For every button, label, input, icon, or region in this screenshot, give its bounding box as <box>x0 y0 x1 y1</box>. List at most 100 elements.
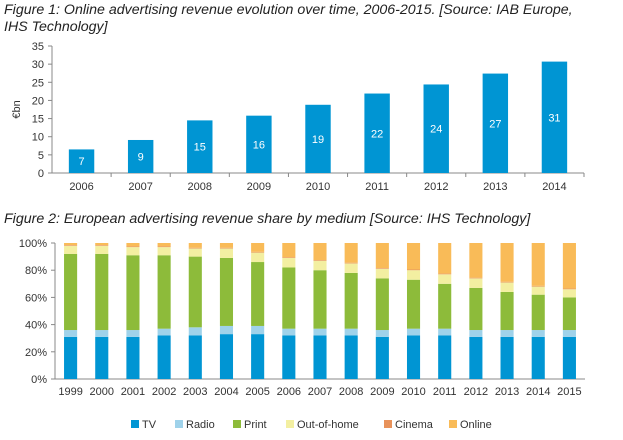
segment-out-of-home-2015 <box>562 289 576 298</box>
segment-cinema-2011 <box>438 273 452 275</box>
segment-tv-2001 <box>126 336 140 379</box>
legend-swatch-online <box>449 420 457 428</box>
segment-radio-2012 <box>469 330 483 337</box>
data-label-2007: 9 <box>138 151 144 163</box>
segment-cinema-2013 <box>500 281 514 283</box>
segment-cinema-2000 <box>95 245 109 246</box>
y-tick-label: 25 <box>32 77 44 89</box>
segment-print-2014 <box>531 294 545 331</box>
segment-cinema-2007 <box>313 260 327 261</box>
legend-label-print: Print <box>244 419 267 431</box>
bar-2010 <box>305 104 331 173</box>
y-tick-label: 40% <box>25 320 47 332</box>
segment-out-of-home-2014 <box>531 286 545 295</box>
bar-2014 <box>541 61 568 173</box>
x-tick-label-1999: 1999 <box>58 386 82 398</box>
segment-print-2011 <box>438 283 452 329</box>
y-tick-label: 0 <box>38 168 44 180</box>
segment-cinema-2003 <box>188 247 202 249</box>
bar-2013 <box>482 73 509 173</box>
y-tick-label: 20 <box>32 95 44 107</box>
y-tick-label: 30 <box>32 59 44 71</box>
segment-cinema-1999 <box>64 245 78 246</box>
x-tick-label-2007: 2007 <box>128 181 152 193</box>
segment-radio-2006 <box>282 328 296 336</box>
segment-radio-2011 <box>438 328 452 336</box>
segment-radio-2010 <box>406 328 421 336</box>
x-tick-label-2011: 2011 <box>365 181 389 193</box>
bar-2006 <box>68 149 95 173</box>
segment-cinema-2002 <box>157 246 171 248</box>
segment-online-2002 <box>157 243 171 247</box>
segment-print-2015 <box>562 297 576 331</box>
y-tick-label: 5 <box>38 150 44 162</box>
bar-2008 <box>187 120 213 173</box>
figure2-title: Figure 2: European advertising revenue s… <box>4 211 531 227</box>
bar-2012 <box>423 84 449 173</box>
segment-tv-2000 <box>95 336 109 379</box>
x-tick-label-2013: 2013 <box>483 181 507 193</box>
segment-tv-2011 <box>438 335 452 379</box>
segment-print-2010 <box>406 279 421 329</box>
segment-online-2013 <box>500 243 514 282</box>
data-label-2013: 27 <box>489 118 501 130</box>
segment-out-of-home-2002 <box>157 247 171 256</box>
segment-print-2003 <box>188 256 202 328</box>
y-tick-label: 0% <box>31 374 47 386</box>
segment-print-2004 <box>219 257 234 326</box>
x-tick-label-2012: 2012 <box>424 181 448 193</box>
segment-tv-2004 <box>219 334 234 379</box>
x-tick-label-2001: 2001 <box>121 386 145 398</box>
segment-out-of-home-2008 <box>344 263 358 273</box>
x-tick-label-2007: 2007 <box>308 386 332 398</box>
segment-cinema-2009 <box>375 268 389 269</box>
segment-tv-2012 <box>469 336 483 379</box>
segment-online-2008 <box>344 243 358 263</box>
segment-out-of-home-1999 <box>64 245 78 254</box>
segment-radio-2007 <box>313 328 327 336</box>
segment-online-2007 <box>313 243 327 260</box>
y-tick-label: 10 <box>32 132 44 144</box>
data-label-2010: 19 <box>312 134 324 146</box>
segment-tv-1999 <box>64 336 78 379</box>
segment-cinema-2014 <box>531 285 545 287</box>
segment-tv-2015 <box>562 336 576 379</box>
y-tick-label: 60% <box>25 292 47 304</box>
segment-cinema-2012 <box>469 277 483 279</box>
x-tick-label-2013: 2013 <box>495 386 519 398</box>
segment-cinema-2001 <box>126 246 140 248</box>
legend-label-out-of-home: Out-of-home <box>297 419 359 431</box>
segment-online-2003 <box>188 243 202 248</box>
segment-online-2015 <box>562 243 576 289</box>
segment-cinema-2015 <box>562 288 576 290</box>
segment-radio-2002 <box>157 328 171 336</box>
segment-cinema-2006 <box>282 257 296 258</box>
segment-tv-2006 <box>282 335 296 379</box>
segment-radio-2014 <box>531 330 545 337</box>
segment-radio-2004 <box>219 325 234 335</box>
bar-2007 <box>127 139 154 173</box>
segment-out-of-home-2005 <box>251 252 265 263</box>
data-label-2011: 22 <box>371 128 383 140</box>
segment-out-of-home-2007 <box>313 260 327 271</box>
x-tick-label-2009: 2009 <box>370 386 394 398</box>
x-tick-label-2010: 2010 <box>306 181 330 193</box>
bar-2009 <box>246 115 272 173</box>
x-tick-label-2004: 2004 <box>214 386 238 398</box>
legend-swatch-tv <box>131 420 139 428</box>
segment-radio-2000 <box>95 330 109 337</box>
x-tick-label-2011: 2011 <box>433 386 457 398</box>
segment-print-2009 <box>375 278 389 331</box>
legend-swatch-radio <box>175 420 183 428</box>
segment-tv-2005 <box>251 334 265 379</box>
figure1-title-line1: Figure 1: Online advertising revenue evo… <box>4 2 573 18</box>
segment-cinema-2004 <box>219 247 234 249</box>
segment-print-2012 <box>469 287 483 331</box>
segment-radio-2003 <box>188 327 202 336</box>
segment-print-2006 <box>282 267 296 329</box>
legend-label-cinema: Cinema <box>395 419 434 431</box>
data-label-2009: 16 <box>253 139 265 151</box>
data-label-2008: 15 <box>194 142 206 154</box>
segment-out-of-home-2013 <box>500 282 514 292</box>
